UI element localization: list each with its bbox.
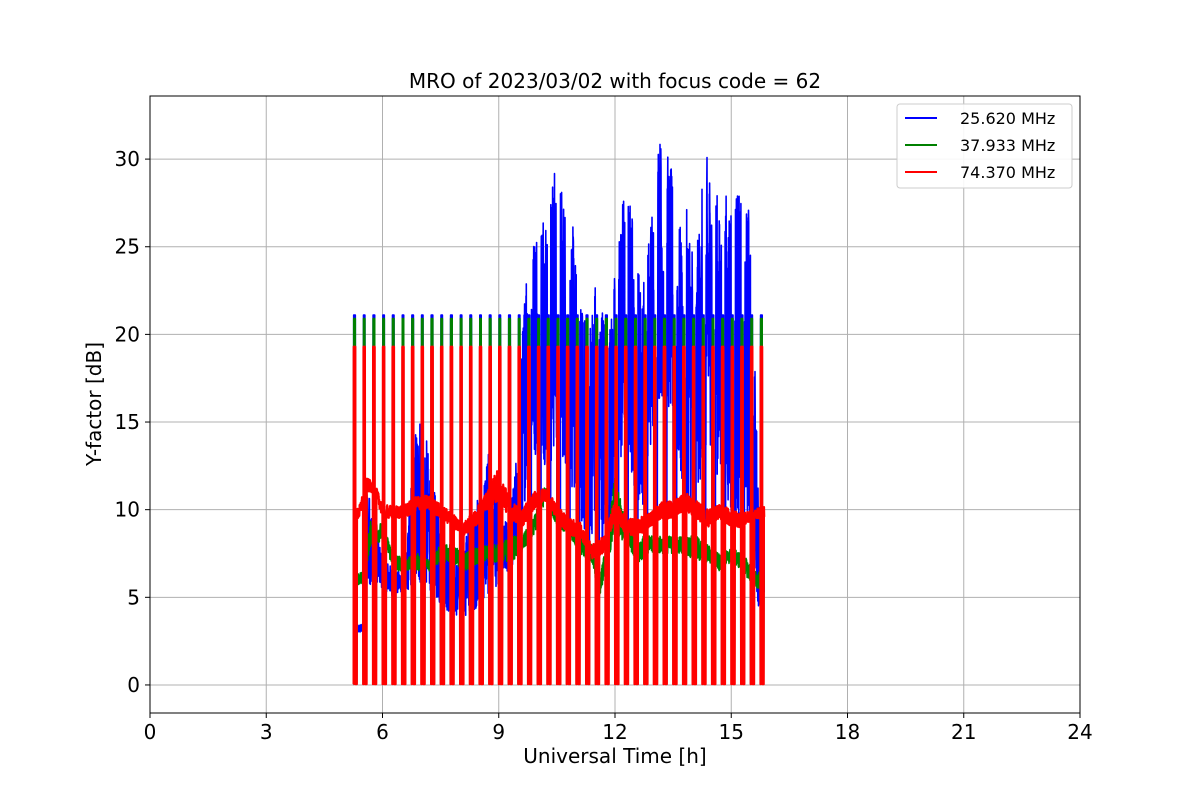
y-tick-label: 0 <box>127 673 140 697</box>
y-axis-label: Y-factor [dB] <box>82 342 106 467</box>
x-tick-label: 24 <box>1067 720 1092 744</box>
x-tick-label: 15 <box>719 720 744 744</box>
x-tick-label: 3 <box>260 720 273 744</box>
ticks: 0 3 6 9 12 15 18 21 24 0 5 10 15 20 25 30 <box>115 147 1093 744</box>
x-tick-label: 18 <box>835 720 860 744</box>
plot-area <box>352 143 766 686</box>
y-tick-label: 20 <box>115 322 140 346</box>
legend-label-3: 74.370 MHz <box>960 163 1055 182</box>
legend-label-2: 37.933 MHz <box>960 136 1055 155</box>
legend-label-1: 25.620 MHz <box>960 109 1055 128</box>
legend: 25.620 MHz 37.933 MHz 74.370 MHz <box>896 103 1073 189</box>
x-tick-label: 9 <box>492 720 505 744</box>
y-tick-label: 30 <box>115 147 140 171</box>
x-tick-label: 12 <box>602 720 627 744</box>
y-tick-label: 5 <box>127 585 140 609</box>
y-tick-label: 25 <box>115 235 140 259</box>
x-axis-label: Universal Time [h] <box>523 744 706 768</box>
x-tick-label: 6 <box>376 720 389 744</box>
chart-title: MRO of 2023/03/02 with focus code = 62 <box>409 69 821 93</box>
y-tick-label: 10 <box>115 498 140 522</box>
legend-box <box>896 103 1073 189</box>
series-line-3 <box>352 345 766 686</box>
x-tick-label: 0 <box>144 720 157 744</box>
y-tick-label: 15 <box>115 410 140 434</box>
x-tick-label: 21 <box>951 720 976 744</box>
